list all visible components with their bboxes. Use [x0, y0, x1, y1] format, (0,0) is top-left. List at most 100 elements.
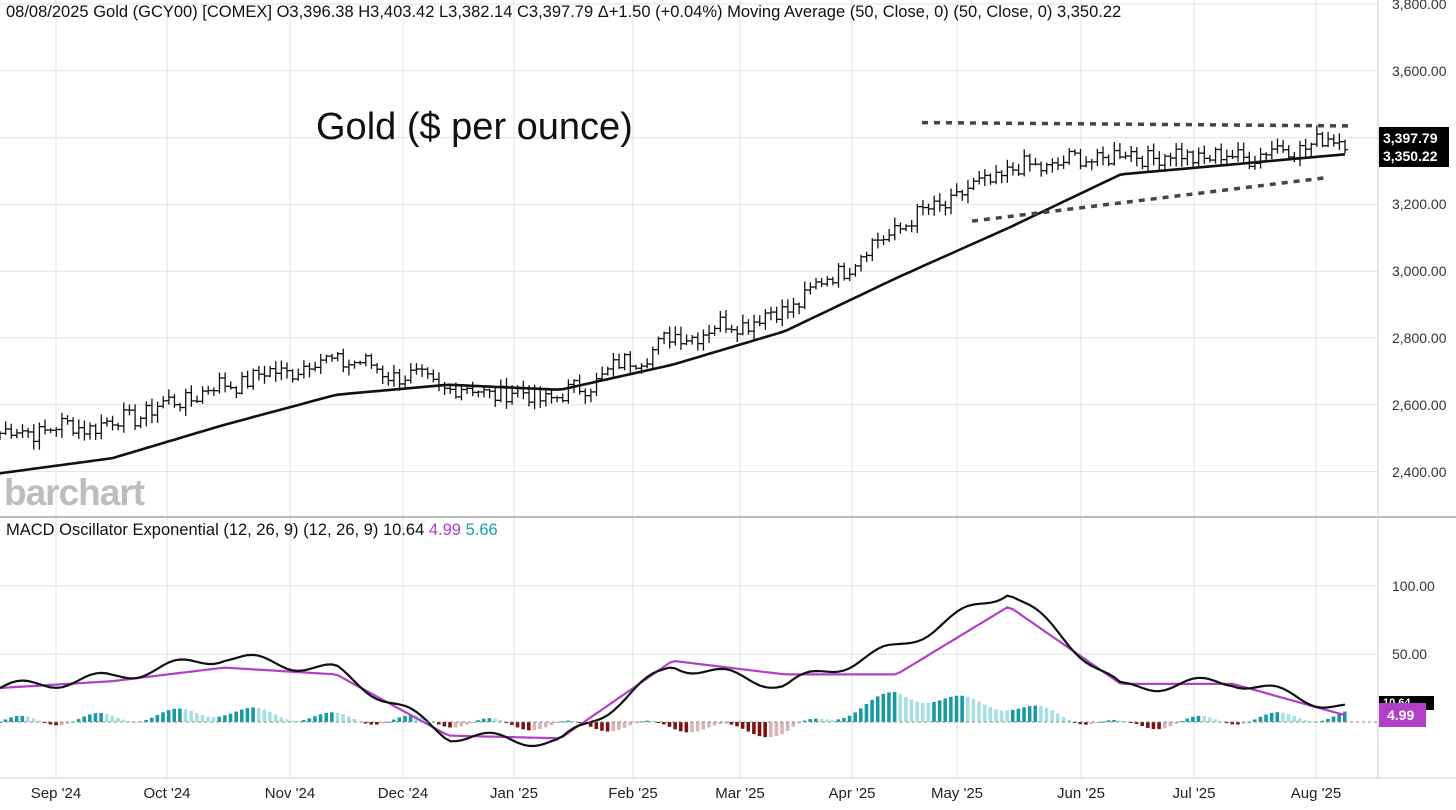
signal-value-badge: 4.99 — [1379, 703, 1426, 727]
upper-trendline — [921, 120, 1349, 128]
macd-histogram-bar — [245, 708, 250, 722]
ohlc-bar — [1195, 147, 1202, 167]
ohlc-bar — [362, 353, 369, 367]
macd-histogram-bar — [211, 717, 216, 722]
macd-histogram-bar — [673, 722, 677, 730]
x-tick-label: Jan '25 — [490, 785, 538, 802]
x-tick-label: Jul '25 — [1172, 785, 1216, 802]
ohlc-bar — [42, 419, 49, 435]
macd-histogram-bar — [1230, 722, 1235, 725]
ohlc-bar — [559, 393, 566, 403]
header-low: L3,382.14 — [438, 3, 513, 21]
macd-histogram-bar — [915, 701, 919, 722]
ohlc-bar — [396, 368, 403, 391]
y-tick-label: 3,800.00 — [1392, 0, 1447, 12]
ohlc-bar — [30, 424, 37, 450]
moving-average-line — [0, 153, 1346, 475]
macd-histogram-bar — [352, 718, 357, 722]
ohlc-bar — [0, 431, 3, 441]
macd-histogram-bar — [847, 715, 852, 722]
ohlc-bar — [767, 306, 774, 321]
ohlc-bar — [1201, 145, 1208, 164]
ohlc-bar — [1105, 154, 1112, 167]
ohlc-bar — [238, 371, 245, 395]
ohlc-bar — [323, 354, 330, 364]
macd-histogram-bar — [943, 698, 948, 722]
ohlc-bar — [267, 366, 274, 378]
ohlc-bar — [1077, 148, 1084, 170]
ohlc-bar — [171, 394, 178, 408]
macd-histogram-bar — [684, 722, 689, 733]
ohlc-bar — [1021, 149, 1028, 177]
ma-price-badge: 3,350.22 — [1379, 145, 1449, 167]
macd-histogram-bar — [375, 722, 379, 725]
ohlc-bar — [858, 254, 865, 272]
macd-histogram-bar — [830, 719, 835, 722]
ohlc-bar — [486, 388, 493, 399]
macd-histogram-bar — [1140, 722, 1145, 727]
ohlc-bar — [728, 324, 735, 333]
macd-histogram-bar — [234, 711, 238, 722]
macd-histogram-bar — [1044, 707, 1049, 722]
ohlc-bar — [1319, 131, 1326, 148]
macd-histogram-bar — [1050, 710, 1054, 722]
ohlc-bar — [98, 414, 105, 440]
macd-histogram-bar — [864, 703, 869, 722]
ohlc-bar — [998, 170, 1005, 184]
macd-histogram-bar — [887, 692, 891, 722]
macd-histogram-bar — [560, 721, 565, 723]
ohlc-bar — [1100, 146, 1107, 166]
macd-histogram-bar — [695, 722, 700, 732]
macd-histogram-bar — [870, 699, 874, 722]
macd-histogram-bar — [1067, 720, 1071, 722]
macd-histogram-bar — [20, 715, 25, 722]
macd-histogram-bar — [1089, 722, 1094, 725]
ohlc-bar — [312, 361, 319, 372]
macd-histogram-bar — [1061, 716, 1066, 722]
macd-histogram-bar — [859, 708, 863, 722]
macd-histogram-bar — [825, 719, 829, 722]
macd-histogram-bar — [780, 722, 784, 735]
ohlc-bar — [182, 388, 189, 417]
macd-histogram-bar — [842, 718, 846, 722]
ohlc-bar — [1009, 162, 1016, 176]
ohlc-bar — [1280, 139, 1287, 153]
macd-histogram-bar — [1039, 706, 1043, 722]
macd-histogram-bar — [555, 722, 559, 724]
macd-histogram-bar — [819, 718, 824, 722]
ohlc-bar — [627, 351, 634, 375]
macd-histogram-bar — [949, 696, 953, 722]
ohlc-bar — [306, 362, 313, 378]
macd-histogram-bar — [200, 714, 205, 722]
x-tick-label: Oct '24 — [143, 785, 191, 802]
ohlc-bar — [1145, 145, 1152, 171]
ohlc-bar — [148, 398, 155, 424]
macd-histogram-bar — [93, 713, 98, 722]
macd-histogram-bar — [1309, 721, 1313, 723]
macd-histogram-bar — [1151, 722, 1156, 730]
ohlc-bar — [317, 353, 324, 374]
macd-histogram-bar — [667, 722, 672, 727]
ohlc-bar — [154, 401, 161, 423]
ohlc-bar — [565, 379, 572, 404]
macd-histogram-bar — [420, 717, 424, 722]
macd-histogram-bar — [465, 722, 469, 725]
ohlc-bar — [1088, 158, 1095, 171]
ohlc-bar — [874, 232, 881, 249]
ohlc-bar — [604, 366, 611, 376]
macd-histogram-bar — [526, 722, 531, 731]
macd-histogram-bar — [436, 722, 441, 725]
macd-histogram-bar — [875, 696, 880, 722]
ohlc-bar — [1330, 134, 1337, 147]
macd-histogram-bar — [307, 718, 312, 722]
ohlc-bar — [1285, 145, 1292, 160]
ohlc-bar — [672, 326, 679, 346]
macd-histogram-bar — [256, 707, 261, 722]
ohlc-bar — [666, 326, 673, 349]
macd-histogram-bar — [189, 710, 193, 722]
macd-histogram-bar — [1264, 714, 1268, 722]
x-tick-label: Nov '24 — [264, 785, 316, 802]
ohlc-bar — [1161, 154, 1168, 172]
ohlc-bar — [92, 423, 99, 440]
